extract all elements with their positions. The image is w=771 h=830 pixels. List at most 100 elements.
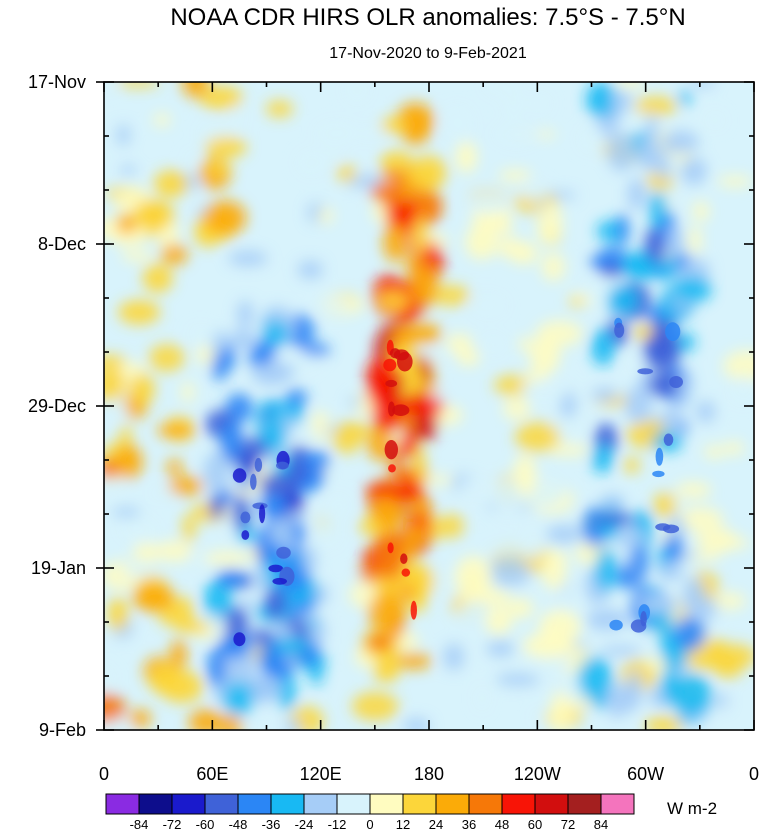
anomaly-speckle xyxy=(181,381,194,403)
anomaly-blob xyxy=(577,656,613,701)
anomaly-speckle xyxy=(509,241,538,265)
anomaly-core xyxy=(655,523,671,531)
y-tick-label: 9-Feb xyxy=(39,720,86,740)
y-tick-label: 29-Dec xyxy=(28,396,86,416)
anomaly-speckle xyxy=(318,208,334,224)
anomaly-blob xyxy=(682,576,706,616)
anomaly-blob xyxy=(264,586,287,620)
anomaly-blob xyxy=(660,130,699,154)
anomaly-speckle xyxy=(480,333,507,355)
anomaly-speckle xyxy=(112,507,141,518)
colorbar-box xyxy=(303,793,338,815)
anomaly-core xyxy=(385,379,398,388)
anomaly-speckle xyxy=(116,82,160,88)
anomaly-speckle xyxy=(704,445,724,459)
colorbar-label: 12 xyxy=(396,817,410,830)
anomaly-speckle xyxy=(675,482,712,499)
anomaly-speckle xyxy=(116,213,137,234)
anomaly-speckle xyxy=(142,263,173,293)
anomaly-speckle xyxy=(132,583,175,612)
anomaly-speckle xyxy=(128,709,152,728)
anomaly-speckle xyxy=(148,344,185,372)
anomaly-speckle xyxy=(121,250,153,262)
anomaly-speckle xyxy=(153,170,189,198)
anomaly-speckle xyxy=(503,89,524,121)
anomaly-blob xyxy=(247,352,269,366)
colorbar-label: -48 xyxy=(229,817,248,830)
anomaly-core xyxy=(232,468,247,483)
anomaly-speckle xyxy=(228,250,268,267)
anomaly-core xyxy=(410,600,417,620)
anomaly-speckle xyxy=(332,422,363,454)
anomaly-speckle xyxy=(132,542,161,564)
anomaly-speckle xyxy=(188,709,224,730)
anomaly-speckle xyxy=(206,162,233,175)
anomaly-blob xyxy=(590,255,608,270)
anomaly-blob xyxy=(591,329,615,366)
anomaly-core xyxy=(276,461,289,470)
anomaly-speckle xyxy=(153,113,171,127)
anomaly-core xyxy=(241,530,250,540)
anomaly-speckle xyxy=(120,165,136,176)
x-tick-label: 180 xyxy=(414,764,444,784)
anomaly-core xyxy=(663,433,674,446)
anomaly-speckle xyxy=(430,284,470,306)
colorbar-label: -36 xyxy=(262,817,281,830)
colorbar-label: -12 xyxy=(328,817,347,830)
anomaly-blob xyxy=(678,91,692,106)
anomaly-blob xyxy=(610,90,632,113)
anomaly-speckle xyxy=(713,693,728,708)
anomaly-core xyxy=(652,470,665,478)
anomaly-blob xyxy=(656,611,673,641)
anomaly-speckle xyxy=(520,179,548,201)
anomaly-blob xyxy=(371,530,404,573)
anomaly-blob xyxy=(591,443,614,474)
anomaly-speckle xyxy=(521,379,570,400)
colorbar-label: -60 xyxy=(196,817,215,830)
anomaly-core xyxy=(240,511,251,524)
anomaly-blob xyxy=(251,361,291,386)
colorbar-box xyxy=(501,793,536,815)
anomaly-speckle xyxy=(469,293,507,318)
anomaly-speckle xyxy=(529,336,561,375)
anomaly-speckle xyxy=(403,718,430,730)
anomaly-blob xyxy=(237,300,254,328)
anomaly-speckle xyxy=(577,125,605,153)
anomaly-blob xyxy=(643,331,681,371)
colorbar-label: 72 xyxy=(561,817,575,830)
anomaly-speckle xyxy=(107,597,129,631)
anomaly-core xyxy=(259,504,266,524)
anomaly-speckle xyxy=(104,459,120,478)
anomaly-speckle xyxy=(485,607,512,635)
anomaly-speckle xyxy=(446,333,473,355)
anomaly-blob xyxy=(672,275,712,304)
anomaly-speckle xyxy=(129,373,155,405)
anomaly-speckle xyxy=(513,453,537,496)
anomaly-blob xyxy=(212,352,228,382)
anomaly-speckle xyxy=(713,592,746,610)
anomaly-blob xyxy=(244,673,281,705)
y-tick-label: 19-Jan xyxy=(31,558,86,578)
anomaly-blob xyxy=(643,597,673,611)
x-tick-label: 60E xyxy=(196,764,228,784)
anomaly-speckle xyxy=(492,122,540,147)
anomaly-blob xyxy=(605,683,640,714)
anomaly-speckle xyxy=(727,376,754,405)
anomaly-speckle xyxy=(104,665,114,692)
anomaly-core xyxy=(669,376,683,388)
anomaly-speckle xyxy=(532,710,545,725)
anomaly-speckle xyxy=(199,85,243,110)
colorbar-box xyxy=(435,793,470,815)
anomaly-speckle xyxy=(688,225,702,255)
colorbar-label: -84 xyxy=(130,817,149,830)
anomaly-speckle xyxy=(166,459,183,475)
anomaly-speckle xyxy=(545,524,583,544)
anomaly-blob xyxy=(400,110,431,146)
y-tick-label: 17-Nov xyxy=(28,72,86,92)
anomaly-speckle xyxy=(149,487,178,499)
anomaly-blob xyxy=(275,637,310,655)
anomaly-speckle xyxy=(204,200,247,236)
anomaly-speckle xyxy=(495,673,541,686)
anomaly-speckle xyxy=(441,105,474,141)
anomaly-core xyxy=(609,619,623,631)
